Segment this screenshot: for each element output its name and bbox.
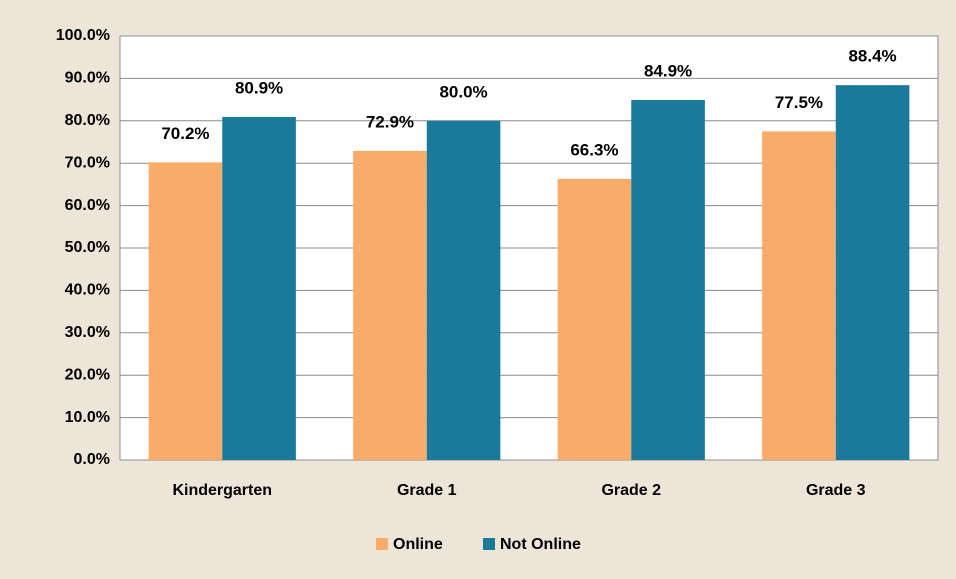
value-label: 77.5% [775,93,823,112]
y-tick-label: 60.0% [65,197,110,214]
value-label: 88.4% [848,47,896,66]
bar [835,85,910,461]
legend-label: Not Online [500,536,581,553]
value-label: 66.3% [570,140,618,159]
y-tick-label: 30.0% [65,324,110,341]
value-label: 80.0% [439,82,487,101]
x-tick-label: Grade 3 [806,482,866,499]
legend-swatch [376,538,388,550]
y-tick-label: 100.0% [56,27,110,44]
y-tick-label: 70.0% [65,154,110,171]
y-tick-label: 50.0% [65,239,110,256]
x-tick-label: Grade 1 [397,482,457,499]
y-tick-label: 20.0% [65,366,110,383]
value-label: 80.9% [235,78,283,97]
value-label: 72.9% [366,112,414,131]
bar [631,100,705,461]
bar [222,116,296,460]
plot-border [119,35,939,461]
x-tick-label: Kindergarten [172,482,272,499]
y-tick-label: 80.0% [65,112,110,129]
bar [557,178,632,460]
x-tick-label: Grade 2 [601,482,661,499]
legend-label: Online [393,536,443,553]
bar [426,120,501,461]
y-tick-label: 40.0% [65,282,110,299]
value-label: 70.2% [161,124,209,143]
bar [148,162,223,461]
bar [353,150,427,461]
y-tick-label: 0.0% [74,451,110,468]
bar [762,131,836,460]
y-tick-label: 90.0% [65,70,110,87]
value-label: 84.9% [644,62,692,81]
y-tick-label: 10.0% [65,409,110,426]
legend-swatch [483,538,495,550]
